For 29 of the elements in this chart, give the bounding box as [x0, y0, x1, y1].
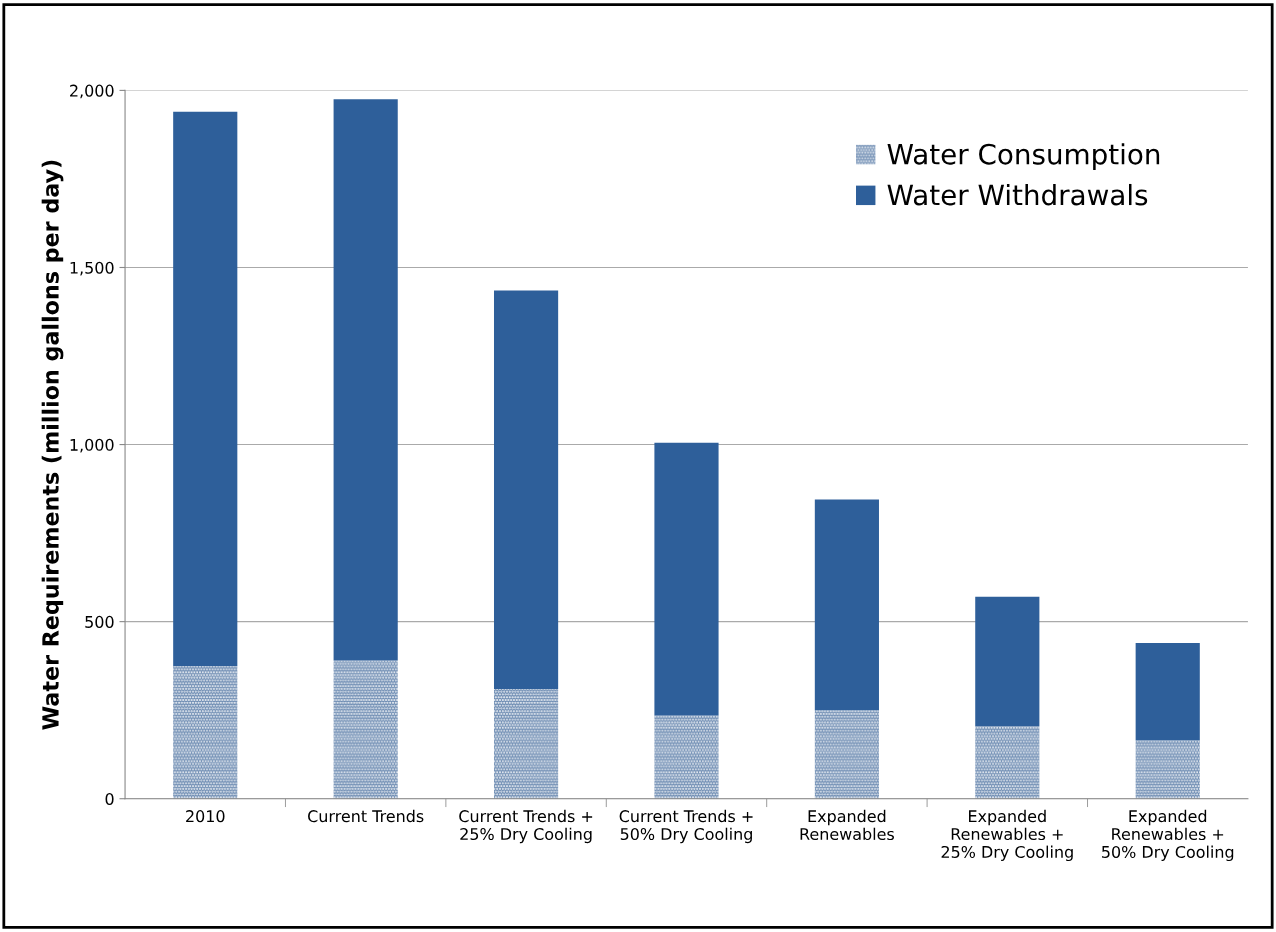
x-tick-label: Expanded Renewables + 50% Dry Cooling: [1102, 809, 1234, 862]
legend-label: Water Consumption: [887, 143, 1160, 171]
bar: [975, 596, 1040, 727]
y-tick-label: 500: [85, 615, 114, 628]
bar: [333, 660, 398, 799]
bar: [493, 688, 559, 799]
bar: [493, 290, 559, 689]
x-tick-label: Current Trends: [308, 809, 424, 823]
bar: [975, 726, 1040, 799]
bar: [814, 710, 879, 799]
x-tick-label: Expanded Renewables: [800, 809, 894, 841]
bar: [654, 715, 719, 799]
legend-label: Water Withdrawals: [887, 183, 1148, 206]
bar: [1135, 740, 1200, 799]
y-tick-label: 1,500: [70, 261, 114, 276]
x-tick-label: Current Trends + 25% Dry Cooling: [459, 809, 593, 844]
bar: [173, 111, 238, 666]
y-axis-title: Water Requirements (million gallons per day): [41, 160, 64, 730]
bar: [173, 665, 238, 799]
x-tick-label: 2010: [186, 810, 225, 823]
y-tick-label: 1,000: [70, 438, 114, 453]
bar: [333, 99, 398, 661]
x-tick-label: Current Trends + 50% Dry Cooling: [619, 809, 753, 844]
x-tick-label: Expanded Renewables + 25% Dry Cooling: [941, 809, 1073, 862]
bar: [1135, 642, 1200, 741]
y-tick-label: 2,000: [70, 84, 114, 99]
bar: [814, 499, 879, 711]
bar: [654, 442, 719, 716]
y-tick-label: 0: [105, 792, 114, 806]
